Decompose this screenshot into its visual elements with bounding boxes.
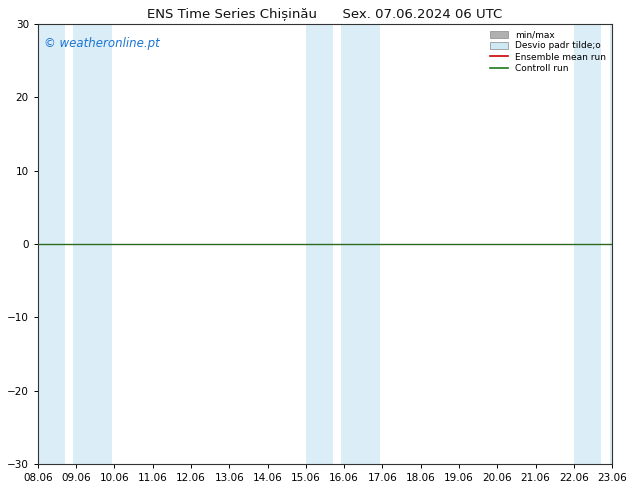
- Bar: [609, 24, 612, 464]
- Bar: [74, 24, 112, 464]
- Title: ENS Time Series Chișinău      Sex. 07.06.2024 06 UTC: ENS Time Series Chișinău Sex. 07.06.2024…: [147, 7, 503, 20]
- Legend: min/max, Desvio padr tilde;o, Ensemble mean run, Controll run: min/max, Desvio padr tilde;o, Ensemble m…: [488, 28, 607, 75]
- Text: © weatheronline.pt: © weatheronline.pt: [44, 37, 159, 50]
- Bar: [306, 24, 333, 464]
- Bar: [342, 24, 380, 464]
- Bar: [38, 24, 65, 464]
- Bar: [574, 24, 600, 464]
